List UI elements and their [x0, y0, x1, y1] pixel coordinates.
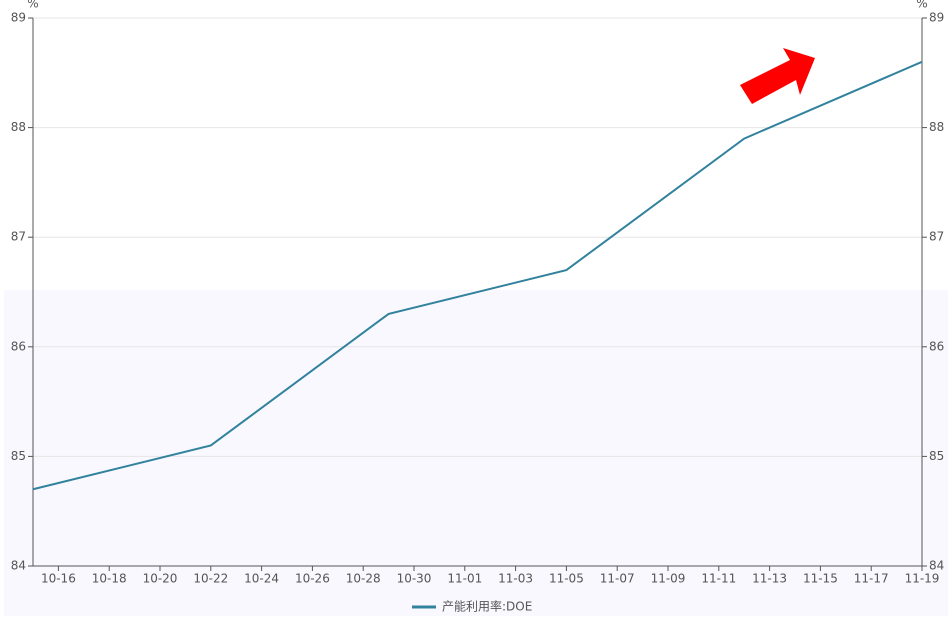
x-tick-label: 11-11 — [701, 572, 736, 586]
x-tick-label: 11-07 — [600, 572, 635, 586]
background-band — [4, 290, 948, 616]
y-tick-label: 89 — [11, 11, 26, 25]
x-tick-label: 11-05 — [549, 572, 584, 586]
legend-label: 产能利用率:DOE — [442, 599, 532, 614]
y-tick-label: 86 — [11, 339, 26, 353]
y2-tick-label: 84 — [929, 559, 944, 573]
x-tick-label: 10-18 — [92, 572, 127, 586]
x-tick-label: 10-20 — [143, 572, 178, 586]
x-tick-label: 11-09 — [651, 572, 686, 586]
x-tick-label: 11-15 — [803, 572, 838, 586]
y2-unit: % — [916, 0, 927, 11]
y-tick-label: 85 — [11, 449, 26, 463]
x-tick-label: 11-03 — [498, 572, 533, 586]
x-tick-label: 11-13 — [752, 572, 787, 586]
y2-tick-label: 86 — [929, 339, 944, 353]
x-tick-label: 10-24 — [244, 572, 279, 586]
x-tick-label: 10-26 — [295, 572, 330, 586]
line — [32, 60, 923, 491]
x-tick-label: 11-17 — [854, 572, 889, 586]
y2-tick-label: 87 — [929, 230, 944, 244]
arrow-icon — [740, 48, 815, 104]
y-unit: % — [27, 0, 38, 11]
x-tick-label: 11-01 — [447, 572, 482, 586]
y-tick-label: 87 — [11, 230, 26, 244]
y-tick-label: 88 — [11, 120, 26, 134]
y2-tick-label: 85 — [929, 449, 944, 463]
x-tick-label: 10-28 — [346, 572, 381, 586]
x-tick-label: 10-30 — [397, 572, 432, 586]
y2-tick-label: 88 — [929, 120, 944, 134]
y2-tick-label: 89 — [929, 11, 944, 25]
y-tick-label: 84 — [11, 559, 26, 573]
x-tick-label: 10-22 — [193, 572, 228, 586]
x-tick-label: 11-19 — [905, 572, 940, 586]
x-tick-label: 10-16 — [41, 572, 76, 586]
